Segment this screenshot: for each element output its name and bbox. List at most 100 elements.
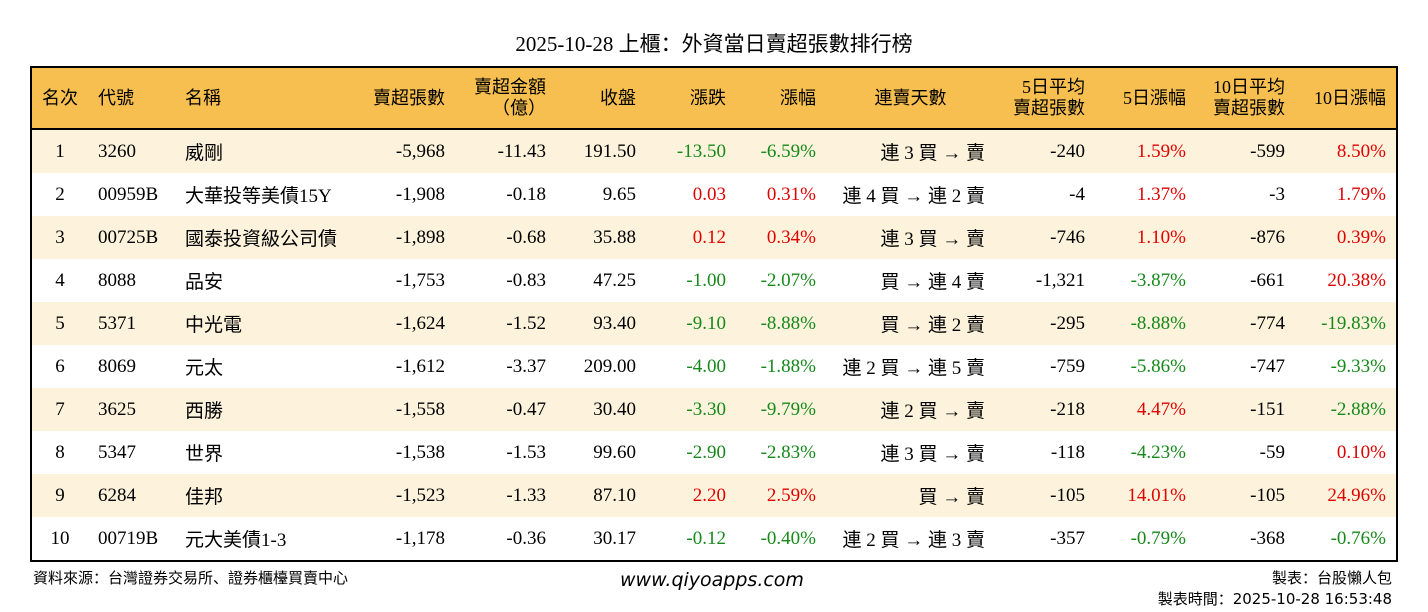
table-cell: -218 — [995, 388, 1095, 431]
table-cell: 191.50 — [556, 129, 646, 173]
table-cell: -105 — [1196, 474, 1295, 517]
table-cell: 國泰投資級公司債 — [175, 216, 355, 259]
table-cell: -0.18 — [506, 183, 546, 205]
table-cell: 買 → 連 2 賣 — [826, 302, 995, 345]
table-cell: -8.88% — [1095, 302, 1196, 345]
table-cell: -774 — [1196, 302, 1295, 345]
table-cell: -2.90 — [686, 441, 726, 463]
generated-time: 製表時間：2025-10-28 16:53:48 — [1157, 590, 1392, 608]
table-row: 2 00959B 大華投等美債15Y -1,908 -0.18 9.65 0.03 0.31%… — [31, 173, 1397, 216]
column-header: 收盤 — [556, 67, 646, 130]
table-cell: -0.79% — [1130, 527, 1186, 549]
table-cell: 30.17 — [593, 527, 636, 549]
table-cell: 3625 — [88, 388, 175, 431]
ranking-table: 名次 代號 名稱 賣超張數 賣超金額 （億） 收盤 漲跌 漲幅 連賣天數 5日平均 賣超張數 5日漲… — [30, 66, 1398, 562]
table-cell: 5 — [31, 302, 88, 345]
table-cell: 連 2 買 → 連 5 賣 — [842, 358, 985, 379]
table-cell: 30.40 — [556, 388, 646, 431]
column-header: 10日漲幅 — [1295, 67, 1397, 130]
table-row: 10 00719B 元大美債1-3 -1,178 -0.36 30.17 -0.12 -0.4… — [31, 517, 1397, 561]
table-cell: -0.83 — [506, 269, 546, 291]
column-header: 連賣天數 — [826, 67, 995, 130]
table-cell: 連 3 買 → 賣 — [880, 444, 985, 465]
table-cell: -1.53 — [506, 441, 546, 463]
table-cell: 連 3 買 → 賣 — [826, 129, 995, 173]
table-cell: -1.52 — [455, 302, 556, 345]
table-cell: 0.10% — [1336, 441, 1386, 463]
table-cell: -368 — [1250, 527, 1285, 549]
table-row: 7 3625 西勝 -1,558 -0.47 30.40 -3.30 -9.79% 連 2 買 … — [31, 388, 1397, 431]
table-cell: -3.37 — [506, 355, 546, 377]
table-cell: 1.79% — [1336, 183, 1386, 205]
table-cell: 35.88 — [556, 216, 646, 259]
table-cell: 4 — [55, 269, 65, 291]
table-cell: 0.12 — [646, 216, 736, 259]
table-cell: 連 2 買 → 連 3 賣 — [842, 530, 985, 551]
table-cell: 4.47% — [1095, 388, 1196, 431]
table-cell: 買 → 賣 — [826, 474, 995, 517]
table-cell: -4.23% — [1130, 441, 1186, 463]
table-cell: 14.01% — [1095, 474, 1196, 517]
table-cell: -0.68 — [455, 216, 556, 259]
table-cell: -1,523 — [355, 474, 455, 517]
table-cell: 西勝 — [175, 388, 355, 431]
table-cell: 3 — [31, 216, 88, 259]
table-header: 名次 代號 名稱 賣超張數 賣超金額 （億） 收盤 漲跌 漲幅 連賣天數 5日平均 賣超張數 5日漲… — [31, 67, 1397, 130]
table-cell: 0.03 — [692, 183, 726, 205]
table-row: 8 5347 世界 -1,538 -1.53 99.60 -2.90 -2.83% 連 3 買 … — [31, 431, 1397, 474]
table-cell: 0.31% — [766, 183, 816, 205]
data-source: 資料來源：台灣證券交易所、證券櫃檯買賣中心 — [33, 569, 349, 587]
table-cell: -1,178 — [395, 527, 445, 549]
table-cell: 買 → 連 4 賣 — [880, 272, 985, 293]
table-cell: 0.39% — [1295, 216, 1397, 259]
maker: 製表：台股懶人包 — [1271, 569, 1392, 587]
column-header: 名稱 — [175, 67, 355, 130]
table-cell: -599 — [1196, 129, 1295, 173]
column-header: 漲幅 — [736, 67, 826, 130]
table-cell: 2.59% — [736, 474, 826, 517]
table-cell: -59 — [1259, 441, 1285, 463]
table-cell: 00959B — [98, 183, 159, 205]
table-cell: -1,558 — [355, 388, 455, 431]
website-link[interactable]: www.qiyoapps.com — [620, 569, 804, 591]
column-header: 漲跌 — [646, 67, 736, 130]
table-cell: -3.30 — [646, 388, 736, 431]
table-cell: 47.25 — [593, 269, 636, 291]
table-cell: 7 — [31, 388, 88, 431]
table-cell: -1.00 — [686, 269, 726, 291]
table-cell: 8.50% — [1295, 129, 1397, 173]
table-cell: -151 — [1196, 388, 1295, 431]
table-row: 6 8069 元太 -1,612 -3.37 209.00 -4.00 -1.88% 連 2 買… — [31, 345, 1397, 388]
table-cell: -19.83% — [1295, 302, 1397, 345]
table-cell: -747 — [1250, 355, 1285, 377]
table-cell: -1.88% — [760, 355, 816, 377]
table-cell: 0.34% — [736, 216, 826, 259]
table-cell: -9.10 — [646, 302, 736, 345]
table-cell: 209.00 — [583, 355, 636, 377]
table-cell: 93.40 — [556, 302, 646, 345]
column-header: 5日平均 賣超張數 — [995, 67, 1095, 130]
table-cell: -2.83% — [760, 441, 816, 463]
table-cell: -118 — [1050, 441, 1085, 463]
table-cell: 連 2 買 → 賣 — [826, 388, 995, 431]
table-cell: 6 — [55, 355, 65, 377]
table-cell: 元太 — [185, 358, 224, 379]
table-cell: -9.33% — [1330, 355, 1386, 377]
table-row: 9 6284 佳邦 -1,523 -1.33 87.10 2.20 2.59% 買 → 賣 -10… — [31, 474, 1397, 517]
table-cell: -1.33 — [455, 474, 556, 517]
table-cell: -1,908 — [395, 183, 445, 205]
table-cell: 佳邦 — [175, 474, 355, 517]
page-title: 2025-10-28 上櫃：外資當日賣超張數排行榜 — [515, 32, 913, 56]
table-cell: -357 — [1050, 527, 1085, 549]
table-cell: 5371 — [88, 302, 175, 345]
table-cell: 9.65 — [602, 183, 636, 205]
table-cell: -759 — [1050, 355, 1085, 377]
table-cell: 中光電 — [175, 302, 355, 345]
table-cell: -661 — [1250, 269, 1285, 291]
table-cell: -4.00 — [686, 355, 726, 377]
table-row: 1 3260 威剛 -5,968 -11.43 191.50 -13.50 -6.59% 連 3… — [31, 129, 1397, 173]
table-cell: 1.59% — [1095, 129, 1196, 173]
table-cell: 5347 — [98, 441, 136, 463]
column-header: 代號 — [88, 67, 175, 130]
table-cell: 2 — [55, 183, 65, 205]
